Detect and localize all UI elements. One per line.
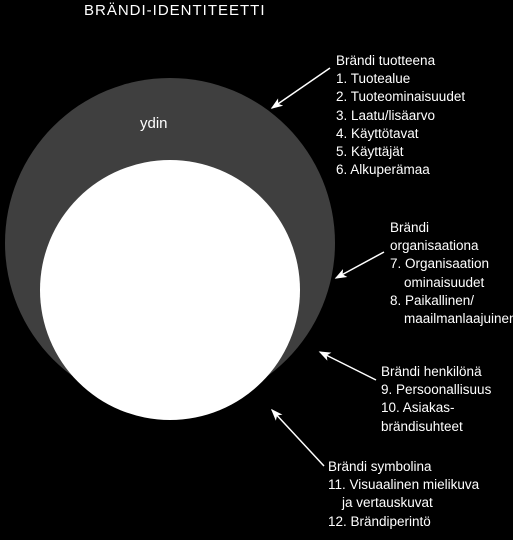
pointer-arrow-3	[272, 410, 324, 466]
group-item-sub: maailmanlaajuinen	[390, 310, 513, 328]
group-heading: Brändi organisaationa	[390, 219, 513, 255]
group-item: 8. Paikallinen/	[390, 292, 513, 310]
group-item: 2. Tuoteominaisuudet	[336, 88, 465, 106]
text-group-1: Brändi organisaationa7. Organisaationomi…	[390, 219, 513, 328]
text-group-3: Brändi symbolina11. Visuaalinen mielikuv…	[328, 458, 479, 531]
group-item: 5. Käyttäjät	[336, 143, 465, 161]
group-item: 7. Organisaation	[390, 255, 513, 273]
group-heading: Brändi henkilönä	[381, 363, 513, 381]
group-heading: Brändi symbolina	[328, 458, 479, 476]
pointer-arrow-1	[336, 252, 384, 278]
pointer-arrow-2	[320, 352, 376, 380]
pointer-arrow-0	[272, 68, 330, 108]
group-item-sub: ja vertauskuvat	[328, 494, 479, 512]
group-item: 11. Visuaalinen mielikuva	[328, 476, 479, 494]
group-item: 6. Alkuperämaa	[336, 161, 465, 179]
inner-core-circle	[40, 160, 300, 420]
group-item: 12. Brändiperintö	[328, 513, 479, 531]
text-group-0: Brändi tuotteena1. Tuotealue2. Tuoteomin…	[336, 52, 465, 180]
group-item: 9. Persoonallisuus	[381, 381, 513, 399]
group-item: 3. Laatu/lisäarvo	[336, 107, 465, 125]
group-item: 4. Käyttötavat	[336, 125, 465, 143]
group-item: 1. Tuotealue	[336, 70, 465, 88]
text-group-2: Brändi henkilönä9. Persoonallisuus10. As…	[381, 363, 513, 436]
diagram-title: BRÄNDI-IDENTITEETTI	[84, 2, 266, 19]
group-item: 10. Asiakas-brändisuhteet	[381, 399, 513, 435]
group-item-sub: ominaisuudet	[390, 274, 513, 292]
core-label: ydin	[140, 115, 168, 132]
group-heading: Brändi tuotteena	[336, 52, 465, 70]
